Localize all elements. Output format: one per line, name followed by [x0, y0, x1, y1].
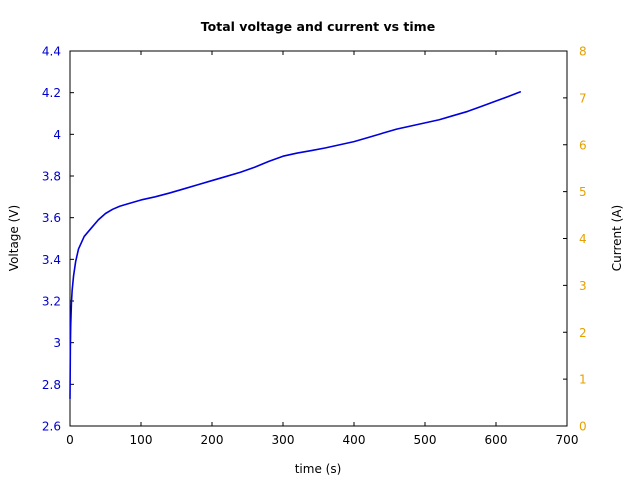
x-axis-label: time (s)	[295, 462, 342, 476]
y-tick-label: 3	[53, 336, 61, 350]
y-tick-label: 3.2	[42, 295, 61, 309]
x-tick-label: 100	[130, 433, 153, 447]
plot-frame	[69, 50, 568, 427]
y-tick-label: 3.4	[42, 253, 61, 267]
y2-tick-label: 8	[579, 45, 587, 59]
x-tick-label: 200	[201, 433, 224, 447]
y2-tick-label: 1	[579, 373, 587, 387]
y2-tick-label: 3	[579, 279, 587, 293]
y-tick-label: 4	[53, 128, 61, 142]
y2-tick-label: 4	[579, 232, 587, 246]
y2-tick-label: 0	[579, 420, 587, 434]
y-axis-label: Voltage (V)	[7, 205, 21, 271]
x-tick-label: 0	[66, 433, 74, 447]
y2-tick-label: 6	[579, 138, 587, 152]
y-tick-label: 4.2	[42, 86, 61, 100]
y-tick-label: 2.8	[42, 378, 61, 392]
y2-axis-label: Current (A)	[610, 205, 624, 271]
x-tick-label: 700	[556, 433, 579, 447]
y-tick-label: 3.6	[42, 211, 61, 225]
y2-tick-label: 5	[579, 185, 587, 199]
y-tick-label: 3.8	[42, 170, 61, 184]
plot-area: 0 100 200 300 400 500 600 700 2.6 2.8 3 3.2 3.4 3.6 3.…	[42, 45, 587, 448]
voltage-series-line	[69, 90, 522, 399]
x-tick-label: 300	[272, 433, 295, 447]
x-tick-label: 500	[414, 433, 437, 447]
y-tick-label: 4.4	[42, 45, 61, 59]
y2-tick-label: 2	[579, 326, 587, 340]
y2-tick-label: 7	[579, 91, 587, 105]
chart-title: Total voltage and current vs time	[201, 19, 435, 34]
x-tick-label: 400	[343, 433, 366, 447]
y-tick-label: 2.6	[42, 420, 61, 434]
x-tick-label: 600	[485, 433, 508, 447]
